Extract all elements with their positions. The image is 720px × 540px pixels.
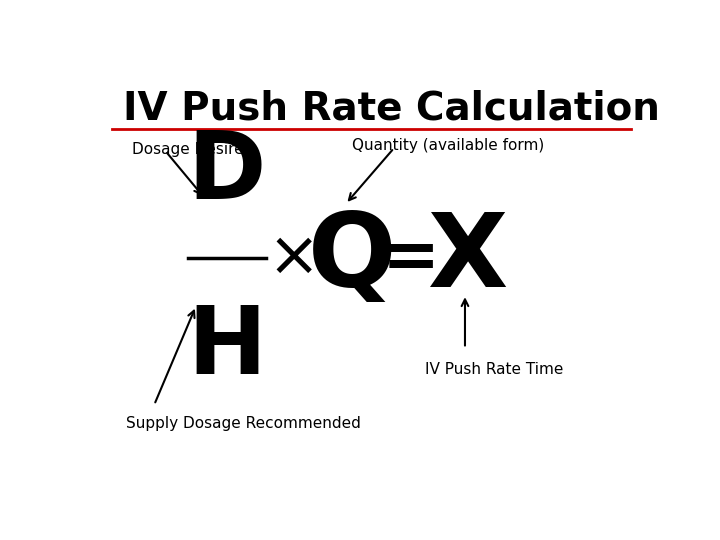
Text: X: X [426, 208, 507, 309]
Text: D: D [187, 127, 266, 219]
Text: ×: × [268, 228, 320, 288]
Text: Dosage Desired: Dosage Desired [132, 141, 253, 157]
Text: Q: Q [308, 208, 397, 309]
Text: =: = [382, 225, 440, 292]
Text: H: H [187, 302, 266, 394]
Text: Supply Dosage Recommended: Supply Dosage Recommended [126, 416, 361, 431]
Text: IV Push Rate Calculation: IV Push Rate Calculation [124, 90, 660, 128]
Text: Quantity (available form): Quantity (available form) [352, 138, 544, 153]
Text: IV Push Rate Time: IV Push Rate Time [425, 362, 563, 377]
